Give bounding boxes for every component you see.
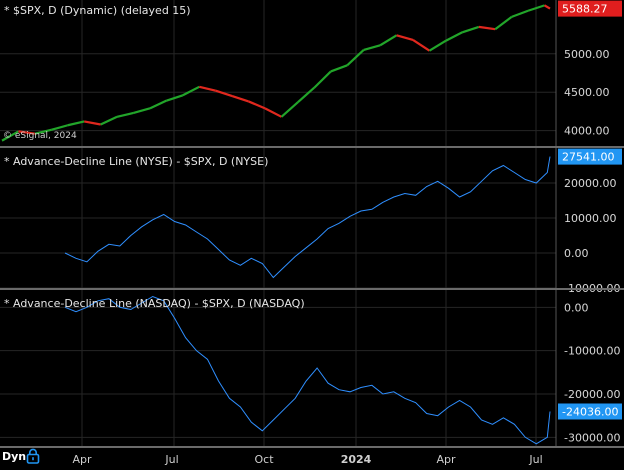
spx-price-segment [133, 107, 151, 115]
x-axis-label: Oct [254, 453, 274, 466]
nyse-ad-line [64, 156, 551, 279]
spx-price-segment [461, 25, 480, 34]
spx-price-segment [264, 107, 282, 118]
dyn-toggle-button[interactable]: Dyn [2, 450, 27, 463]
spx-price-segment [478, 25, 496, 31]
spx-price-segment [166, 94, 184, 102]
spx-price-segment [379, 34, 398, 47]
spx-price-segment [330, 64, 348, 73]
spx-price-segment [116, 111, 134, 118]
y-tick-label-nasdaq: -30000.00 [564, 431, 620, 444]
x-axis-label: Apr [72, 453, 92, 466]
spx-price-segment [100, 115, 118, 126]
x-axis-label: 2024 [341, 453, 372, 466]
y-tick-label-spx: 4500.00 [564, 86, 610, 99]
y-tick-label-nasdaq: -10000.00 [564, 345, 620, 358]
y-tick-label-nyse: 10000.00 [564, 212, 617, 225]
spx-price-segment [248, 100, 266, 110]
spx-panel-title: * $SPX, D (Dynamic) (delayed 15) [4, 4, 191, 17]
spx-price-segment [83, 120, 101, 126]
spx-price-segment [280, 101, 299, 118]
spx-price-segment [543, 4, 551, 10]
spx-price-segment [67, 120, 85, 127]
nyse-panel-title: * Advance-Decline Line (NYSE) - $SPX, D … [4, 155, 269, 168]
y-tick-label-nasdaq: 0.00 [564, 301, 589, 314]
lock-icon[interactable] [25, 448, 41, 464]
nasdaq-last-value-label: -24036.00 [562, 405, 618, 418]
spx-price-segment [182, 85, 200, 97]
spx-price-segment [199, 85, 216, 92]
nyse-last-value-badge [558, 148, 622, 165]
spx-price-segment [18, 130, 36, 135]
nyse-last-value-label: 27541.00 [562, 151, 615, 164]
spx-price-segment [1, 130, 19, 142]
spx-price-segment [231, 95, 249, 103]
copyright-text: © eSignal, 2024 [3, 131, 77, 141]
spx-price-segment [396, 34, 414, 42]
x-axis-label: Apr [436, 453, 456, 466]
spx-price-segment [511, 9, 529, 18]
y-tick-label-nyse: 0.00 [564, 247, 589, 260]
spx-last-value-label: 5588.27 [562, 3, 608, 16]
spx-price-segment [527, 4, 545, 12]
spx-price-segment [428, 39, 447, 52]
y-tick-label-nyse: 20000.00 [564, 177, 617, 190]
spx-price-segment [363, 44, 381, 52]
spx-price-segment [346, 49, 365, 67]
spx-price-segment [51, 124, 69, 131]
y-tick-label-spx: 5000.00 [564, 48, 610, 61]
y-tick-label-spx: 4000.00 [564, 125, 610, 138]
nasdaq-panel-title: * Advance-Decline Line (NASDAQ) - $SPX, … [4, 297, 305, 310]
spx-last-value-badge [558, 0, 622, 17]
nasdaq-last-value-badge [558, 403, 622, 420]
y-tick-label-nasdaq: -20000.00 [564, 388, 620, 401]
x-axis-label: Jul [164, 453, 178, 466]
spx-price-segment [297, 86, 316, 104]
spx-price-segment [215, 89, 233, 98]
x-axis-label: Jul [528, 453, 542, 466]
spx-price-segment [313, 70, 332, 89]
spx-price-segment [34, 128, 52, 135]
spx-price-segment [149, 99, 167, 110]
spx-price-segment [445, 31, 463, 42]
nasdaq-ad-line [64, 295, 551, 445]
spx-price-segment [494, 16, 513, 31]
spx-price-segment [412, 39, 431, 52]
